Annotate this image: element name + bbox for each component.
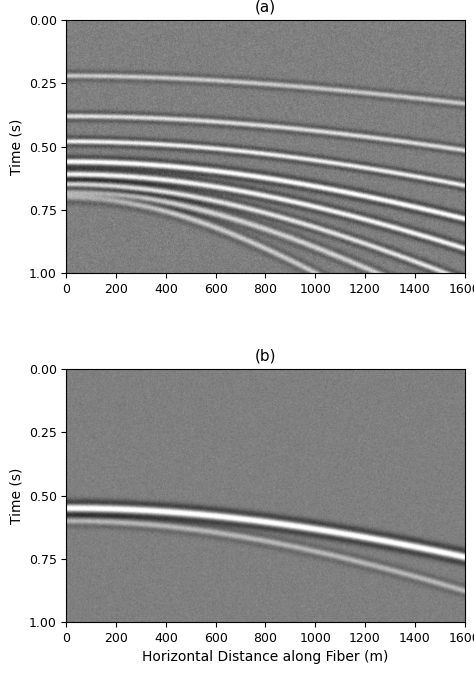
- X-axis label: Horizontal Distance along Fiber (m): Horizontal Distance along Fiber (m): [142, 650, 389, 665]
- Title: (a): (a): [255, 0, 276, 15]
- Y-axis label: Time (s): Time (s): [9, 467, 23, 524]
- Y-axis label: Time (s): Time (s): [9, 118, 23, 175]
- Title: (b): (b): [255, 349, 276, 364]
